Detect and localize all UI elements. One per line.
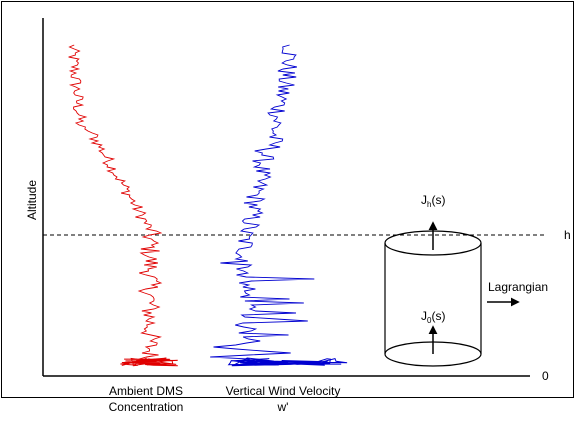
- lagrangian-label: Lagrangian: [488, 280, 548, 294]
- profiles: [68, 44, 348, 367]
- profile-label: Vertical Wind Velocity: [226, 384, 341, 398]
- axis-label: Altitude: [25, 180, 39, 220]
- profile-trace: [210, 44, 315, 362]
- frame: [1, 1, 574, 398]
- profile-trace: [68, 44, 163, 362]
- bottom-flux-label: J0(s): [421, 309, 445, 325]
- zero-label: 0: [542, 369, 549, 383]
- profile-trace: [227, 357, 348, 367]
- top-flux-label: Jh(s): [421, 193, 445, 209]
- h-label: h: [564, 228, 571, 242]
- profile-label: Ambient DMS: [109, 384, 183, 398]
- profile-label: Concentration: [109, 400, 184, 414]
- profile-trace: [120, 357, 178, 367]
- profile-label: w': [277, 400, 289, 414]
